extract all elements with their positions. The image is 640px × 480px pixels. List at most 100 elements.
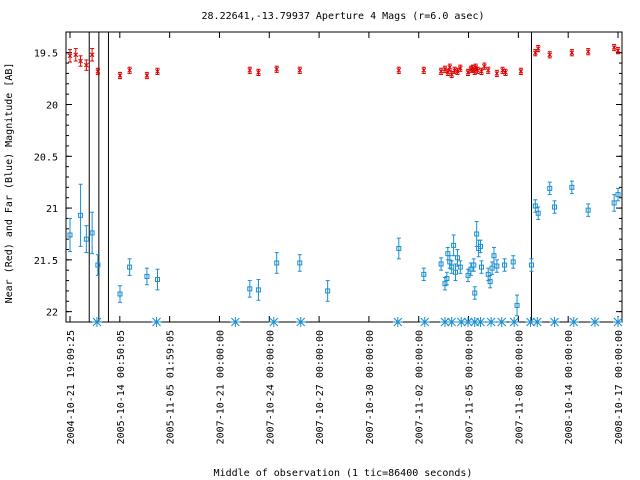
data-point (451, 242, 457, 248)
observation-marker (475, 317, 486, 327)
data-point (396, 67, 402, 73)
observation-marker (230, 317, 241, 327)
data-point (117, 73, 123, 78)
series (67, 180, 621, 317)
data-point (154, 277, 160, 283)
data-point (95, 262, 101, 268)
data-point (453, 269, 459, 275)
data-point (452, 67, 457, 73)
x-axis: 2004-10-21 19:09:25 2005-10-14 00:50:05 20… (66, 32, 625, 444)
data-point (547, 185, 553, 191)
data-point (297, 260, 303, 266)
data-point (83, 62, 89, 68)
data-point (478, 264, 484, 270)
y-tick-label: 20 (46, 101, 58, 112)
data-point (475, 67, 480, 73)
data-point (396, 245, 402, 251)
observation-marker (456, 317, 467, 327)
data-point (569, 50, 575, 56)
data-point (95, 69, 101, 74)
data-point (78, 212, 84, 218)
y-tick-label: 21 (46, 204, 58, 215)
data-point (421, 67, 427, 73)
y-tick-label: 22 (46, 308, 58, 319)
observation-marker (568, 317, 579, 327)
x-axis-label: Middle of observation (1 tic=86400 secon… (214, 468, 473, 479)
data-point (155, 69, 160, 74)
data-point (472, 290, 478, 296)
marker-layer (91, 317, 623, 327)
data-point (117, 291, 123, 297)
data-point (449, 264, 455, 270)
observation-marker (91, 317, 102, 327)
data-point (67, 232, 73, 238)
x-tick-label: 2005-11-05 01:59:05 (166, 330, 177, 444)
data-point (444, 276, 450, 281)
data-point (89, 52, 95, 58)
series-layer (67, 43, 621, 317)
y-tick-label: 19.5 (34, 49, 58, 60)
data-point (274, 260, 280, 266)
data-point (510, 259, 516, 265)
data-point (325, 288, 331, 294)
data-point (438, 69, 444, 74)
data-point (482, 63, 487, 69)
data-point (535, 210, 541, 216)
observation-marker (509, 317, 520, 327)
x-tick-label: 2007-10-21 00:00:00 (215, 330, 226, 444)
data-point (445, 70, 451, 75)
data-point (144, 273, 150, 279)
observation-marker (463, 317, 474, 327)
x-tick-label: 2007-10-27 00:00:00 (315, 330, 326, 444)
observation-marker (496, 317, 507, 327)
data-point (487, 279, 493, 285)
data-point (127, 264, 133, 270)
data-point (552, 204, 558, 210)
data-point (485, 67, 491, 73)
observation-marker (532, 317, 543, 327)
observation-marker (439, 317, 450, 327)
data-point (615, 48, 621, 53)
observation-marker (486, 317, 497, 327)
x-tick-label: 2007-11-08 00:00:00 (514, 330, 525, 444)
y-axis-label: Near (Red) and Far (Blue) Magnitude [AB] (4, 63, 15, 304)
observation-marker (549, 317, 560, 327)
observation-marker (419, 317, 430, 327)
data-point (297, 67, 303, 73)
data-point (274, 66, 280, 72)
data-point (611, 200, 617, 206)
data-point (502, 262, 508, 268)
data-point (127, 67, 132, 73)
data-point (89, 230, 95, 236)
data-point (494, 71, 500, 76)
data-point (247, 67, 253, 73)
observation-marker (295, 317, 306, 327)
x-tick-label: 2007-10-30 00:00:00 (365, 330, 376, 444)
data-point (438, 261, 444, 267)
data-point (585, 49, 591, 55)
data-point (471, 262, 477, 268)
data-point (547, 52, 553, 58)
data-point (457, 65, 463, 71)
data-point (421, 271, 427, 277)
x-tick-label: 2007-11-05 00:00:00 (465, 330, 476, 444)
data-point (615, 192, 621, 198)
data-point (494, 263, 500, 269)
data-point (454, 255, 460, 261)
data-point (447, 64, 453, 70)
observation-marker (525, 317, 536, 327)
data-point (78, 58, 83, 64)
data-point (532, 203, 538, 209)
observation-marker (392, 317, 403, 327)
data-point (457, 264, 463, 270)
y-axis: 19.5 20 20.5 21 21.5 22 (34, 49, 622, 319)
data-point (611, 45, 617, 50)
data-point (478, 243, 484, 249)
observation-marker (268, 317, 279, 327)
x-tick-label: 2007-10-24 00:00:00 (265, 330, 276, 444)
observation-marker (589, 317, 600, 327)
observation-marker (613, 317, 623, 327)
observation-marker (446, 317, 457, 327)
data-point (247, 286, 253, 292)
